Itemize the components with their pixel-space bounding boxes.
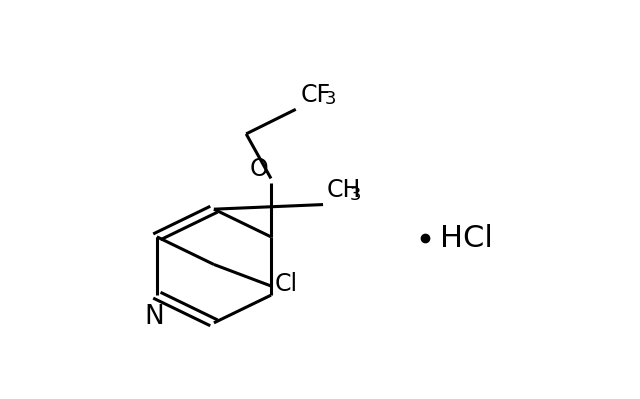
Text: O: O	[249, 156, 268, 181]
Text: Cl: Cl	[275, 273, 298, 296]
Text: 3: 3	[324, 91, 336, 109]
Text: N: N	[145, 304, 164, 330]
Text: 3: 3	[350, 186, 362, 204]
Text: CH: CH	[327, 178, 362, 202]
Text: HCl: HCl	[440, 224, 492, 253]
Text: CF: CF	[301, 83, 331, 107]
